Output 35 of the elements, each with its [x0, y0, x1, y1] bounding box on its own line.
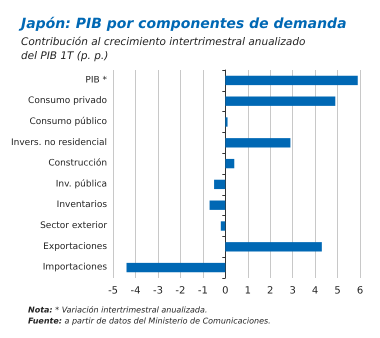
y-tick-label: Construcción: [48, 158, 108, 169]
x-tick-label: 1: [244, 286, 251, 296]
y-tick-label: Exportaciones: [43, 242, 108, 252]
x-tick-label: -1: [198, 286, 208, 296]
y-tick-label: Inventarios: [56, 200, 108, 210]
x-tick-label: -4: [130, 286, 140, 296]
y-tick-label: PIB *: [85, 75, 108, 86]
x-tick-label: 0: [222, 286, 228, 296]
chart-subtitle: Contribución al crecimiento intertrimestral anualizado del PIB 1T (p. p.): [21, 36, 306, 62]
bar: [210, 200, 226, 210]
y-tick-label: Consumo público: [29, 116, 108, 127]
y-tick-label: Inv. pública: [56, 178, 108, 190]
x-tick-label: 6: [356, 286, 364, 296]
y-tick-label: Sector exterior: [40, 221, 108, 231]
x-tick-label: 5: [334, 286, 341, 296]
y-tick-label: Invers. no residencial: [10, 138, 108, 148]
x-tick-label: 4: [312, 286, 318, 296]
bar: [225, 158, 234, 168]
bar: [225, 138, 290, 148]
bar: [225, 76, 358, 86]
bar: [214, 180, 226, 190]
x-tick-label: -3: [152, 286, 163, 296]
chart-title: Japón: PIB por componentes de demanda: [18, 16, 347, 32]
bar: [220, 221, 226, 231]
x-tick-label: 2: [267, 286, 274, 296]
x-tick-label: -2: [175, 286, 186, 296]
bar: [225, 96, 336, 106]
y-tick-label: Importaciones: [42, 262, 108, 273]
text: Nota: * Variación intertrimestral anualizada.: [28, 306, 208, 314]
bar: [225, 242, 322, 252]
x-tick-label: 3: [289, 286, 296, 296]
y-tick-label: Consumo privado: [28, 96, 108, 106]
x-tick-label: -5: [108, 286, 118, 296]
source-note: Fuente: a partir de datos del Ministerio de Comunicaciones.: [28, 316, 271, 326]
bar: [126, 262, 226, 272]
